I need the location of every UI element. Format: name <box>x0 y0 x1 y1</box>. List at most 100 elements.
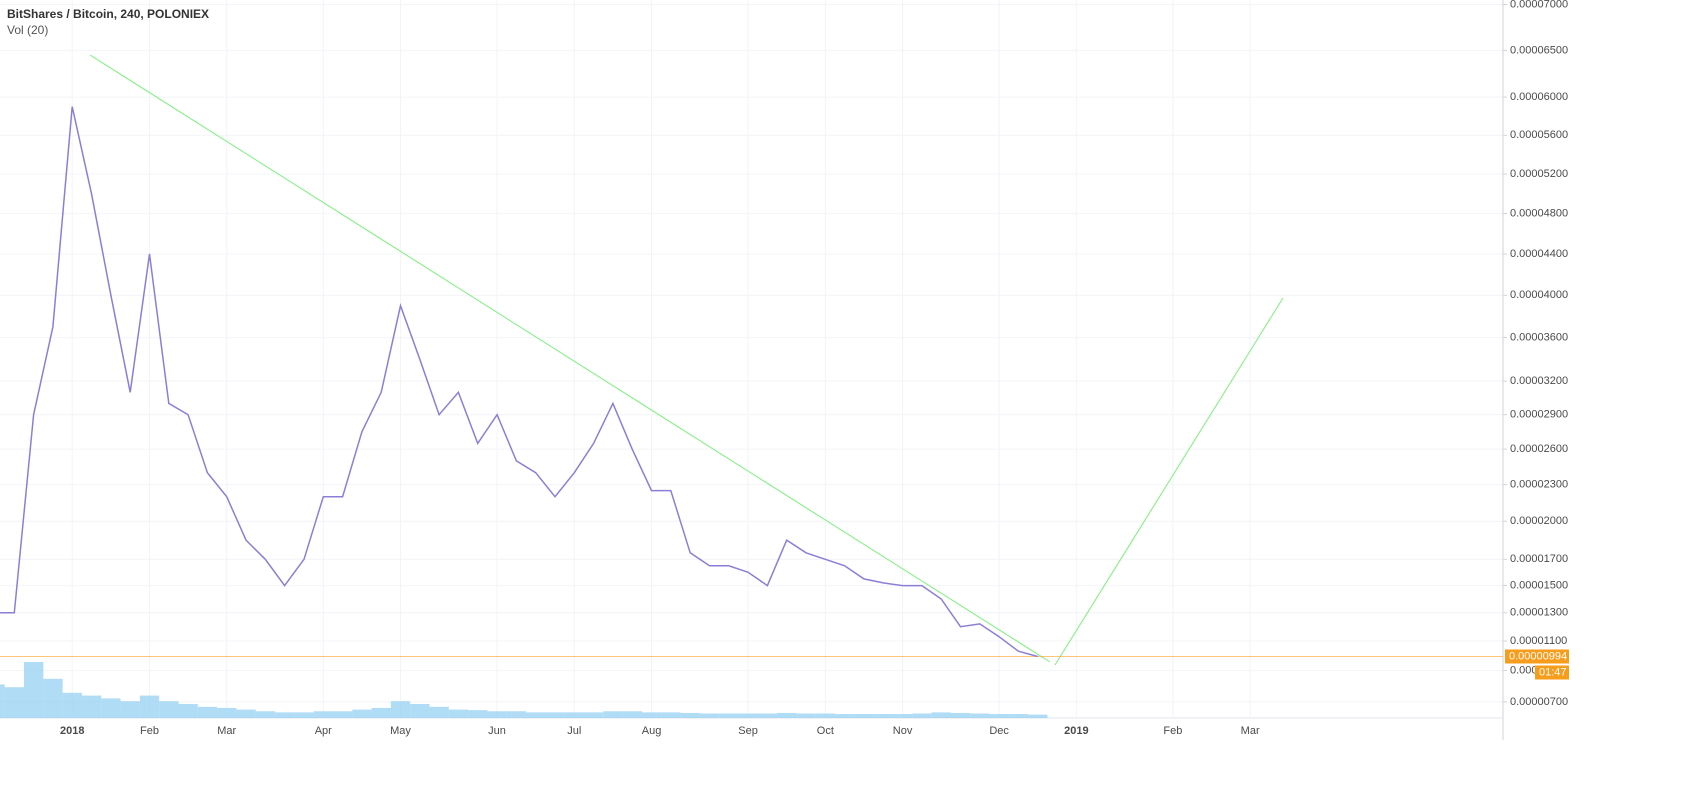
volume-bar <box>835 714 855 718</box>
volume-bar <box>313 711 333 718</box>
y-tick-label: 0.00004800 <box>1510 207 1568 219</box>
volume-bar <box>931 712 951 718</box>
y-tick-label: 0.00002000 <box>1510 515 1568 527</box>
volume-bar <box>912 713 932 718</box>
volume-legend: Vol (20) <box>7 23 48 37</box>
chart-title: BitShares / Bitcoin, 240, POLONIEX <box>7 7 209 21</box>
y-tick-label: 0.00001100 <box>1510 635 1567 647</box>
volume-bar <box>4 687 25 718</box>
volume-bar <box>970 713 990 718</box>
x-tick-label: Sep <box>738 725 758 737</box>
volume-bar <box>699 713 720 718</box>
volume-bar <box>120 701 140 718</box>
x-tick-label: Feb <box>1163 725 1182 737</box>
x-tick-label: Jun <box>488 725 506 737</box>
volume-bar <box>81 695 102 718</box>
x-tick-label: May <box>390 725 411 737</box>
volume-bar <box>641 712 662 718</box>
x-tick-label: Nov <box>893 725 913 737</box>
x-tick-label: Jul <box>567 725 581 737</box>
volume-bar <box>332 711 353 718</box>
volume-bar <box>777 712 797 718</box>
x-tick-label: Oct <box>817 725 834 737</box>
y-tick-label: 0.00006000 <box>1510 91 1568 103</box>
volume-bar <box>43 678 63 718</box>
volume-bar <box>468 710 488 718</box>
volume-bar <box>275 712 295 718</box>
volume-bar <box>680 712 700 718</box>
volume-bar <box>815 713 836 718</box>
volume-bar <box>294 712 314 718</box>
projection-line <box>1054 297 1284 666</box>
volume-bar <box>62 692 82 718</box>
volume-bar <box>139 695 160 718</box>
y-tick-label: 0.00005600 <box>1510 129 1568 141</box>
y-tick-label: 0.00002300 <box>1510 479 1568 491</box>
y-tick-label: 0.00002600 <box>1510 443 1568 455</box>
volume-bar <box>255 711 276 718</box>
volume-bar <box>892 714 913 718</box>
volume-bar <box>1008 714 1029 718</box>
volume-bar <box>101 698 121 718</box>
last-price-label: 0.00000994 <box>1509 650 1567 662</box>
volume-bar <box>390 701 411 718</box>
volume-bar <box>738 713 758 718</box>
y-tick-label: 0.00004400 <box>1510 248 1568 260</box>
volume-bar <box>545 712 565 718</box>
volume-bar <box>236 709 256 718</box>
volume-bar <box>661 712 681 718</box>
volume-bar <box>622 711 642 718</box>
x-tick-label: Apr <box>315 725 332 737</box>
volume-bar <box>757 713 778 718</box>
y-tick-label: 0.00004000 <box>1510 289 1568 301</box>
x-tick-label: Feb <box>140 725 159 737</box>
y-tick-label: 0.00001300 <box>1510 607 1568 619</box>
volume-bar <box>796 713 816 718</box>
price-line <box>0 106 1038 658</box>
trend-line <box>89 54 1051 663</box>
volume-bar <box>506 711 527 718</box>
volume-bar <box>197 706 218 718</box>
y-tick-label: 0.00005200 <box>1510 168 1568 180</box>
volume-bar <box>159 701 179 718</box>
volume-bar <box>1028 714 1048 718</box>
volume-bar <box>217 707 237 718</box>
y-tick-label: 0.00007000 <box>1510 0 1568 10</box>
y-tick-label: 0.00003200 <box>1510 375 1568 387</box>
volume-bar <box>352 709 372 718</box>
volume-bar <box>0 684 5 718</box>
y-tick-label: 0.00006500 <box>1510 44 1568 56</box>
y-tick-label: 0.00002900 <box>1510 409 1568 421</box>
volume-bar <box>584 712 604 718</box>
volume-bar <box>178 704 198 718</box>
y-tick-label: 0.00001700 <box>1510 553 1568 565</box>
volume-bar <box>719 713 739 718</box>
volume-bar <box>487 711 507 718</box>
x-tick-label: Dec <box>989 725 1009 737</box>
y-tick-label: 0.00003600 <box>1510 332 1568 344</box>
y-tick-label: 0.000 <box>1510 664 1538 676</box>
volume-bar <box>410 704 430 718</box>
x-tick-label: Aug <box>642 725 662 737</box>
volume-bar <box>448 709 469 718</box>
volume-bar <box>854 714 874 718</box>
volume-bar <box>989 714 1009 718</box>
volume-bar <box>564 712 584 718</box>
volume-bar <box>24 662 44 718</box>
x-tick-label: Mar <box>1241 725 1260 737</box>
x-tick-label: 2019 <box>1064 725 1088 737</box>
countdown-label: 01:47 <box>1539 666 1567 678</box>
x-tick-label: 2018 <box>60 725 84 737</box>
volume-bar <box>526 712 546 718</box>
volume-bar <box>429 706 449 718</box>
x-tick-label: Mar <box>217 725 236 737</box>
last-price-badge <box>1505 649 1569 664</box>
volume-bar <box>873 714 893 718</box>
y-tick-label: 0.00001500 <box>1510 579 1568 591</box>
volume-bar <box>603 711 623 718</box>
y-tick-label: 0.00000700 <box>1510 696 1568 708</box>
countdown-badge <box>1535 665 1569 680</box>
volume-bar <box>950 712 971 718</box>
